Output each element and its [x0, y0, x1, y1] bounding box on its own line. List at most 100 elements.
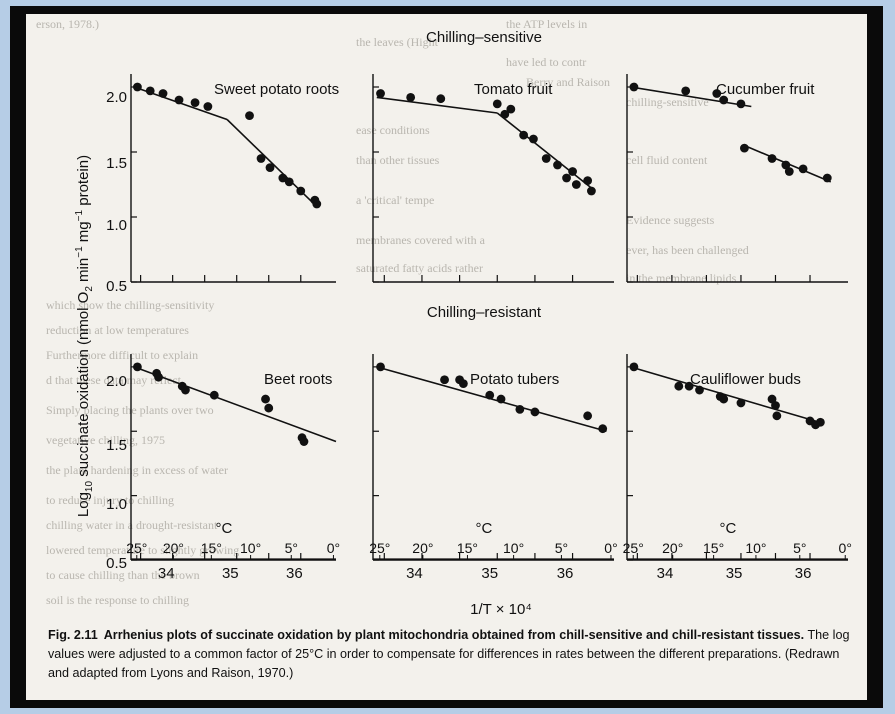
celsius-tick-label: 25°	[623, 540, 644, 556]
background-bleed-text: erson, 1978.) the ATP levels in the leav…	[36, 17, 749, 607]
y-tick-labels: 2.0 1.5 1.0 0.5 2.0 1.5 1.0 0.5	[106, 89, 127, 572]
svg-text:chilling water in a drought-re: chilling water in a drought-resistant	[46, 518, 218, 532]
data-point	[284, 177, 294, 187]
data-point	[629, 82, 639, 92]
celsius-tick-label: 5°	[285, 540, 298, 556]
svg-text:have led to contr: have led to contr	[506, 55, 586, 69]
svg-text:the plant hardening in excess: the plant hardening in excess of water	[46, 463, 228, 477]
data-point	[312, 199, 322, 209]
svg-text:the ATP levels in: the ATP levels in	[506, 17, 587, 31]
y-tick-label-0-5-top: 0.5	[106, 278, 127, 295]
y-tick-label-1-0-top: 1.0	[106, 217, 127, 234]
data-point	[712, 89, 722, 98]
data-point	[822, 173, 832, 183]
svg-text:saturated fatty acids rather: saturated fatty acids rather	[356, 261, 483, 275]
x-axis-label: 1/T × 10⁴	[470, 601, 532, 614]
data-point	[376, 89, 385, 98]
data-point	[261, 394, 270, 404]
data-point	[245, 111, 254, 120]
svg-text:to cause chilling than the bro: to cause chilling than the brown	[46, 568, 200, 582]
svg-text:the leaves (Hight: the leaves (Hight	[356, 35, 439, 49]
celsius-unit-label: °C	[216, 520, 233, 537]
data-point	[190, 98, 200, 107]
svg-text:vegetative chilling, 1975: vegetative chilling, 1975	[46, 433, 165, 447]
svg-text:d that these data may reflect: d that these data may reflect	[46, 373, 182, 387]
data-point	[299, 437, 309, 446]
x-tick-label: 36	[795, 565, 812, 582]
x-tick-label: 35	[726, 565, 743, 582]
data-point	[492, 99, 502, 109]
celsius-tick-label: 10°	[240, 540, 261, 556]
data-point	[278, 173, 288, 183]
y-axis-label-o2: 2	[84, 286, 95, 292]
data-point	[256, 154, 266, 163]
data-point	[529, 134, 538, 144]
data-point	[264, 403, 274, 413]
svg-text:ever, has been challenged: ever, has been challenged	[626, 243, 749, 257]
data-point	[515, 404, 525, 414]
data-point	[133, 362, 142, 372]
panel-title: Cauliflower buds	[690, 371, 801, 388]
data-point	[500, 109, 510, 119]
regression-line	[376, 96, 498, 114]
svg-text:Berry and Raison: Berry and Raison	[526, 75, 610, 89]
svg-text:Evidence suggests: Evidence suggests	[626, 213, 715, 227]
y-tick-label-1-5-top: 1.5	[106, 155, 127, 172]
celsius-tick-label: 10°	[503, 540, 524, 556]
book-page: erson, 1978.) the ATP levels in the leav…	[26, 14, 867, 700]
svg-text:which show the chilling-sensit: which show the chilling-sensitivity	[46, 298, 214, 312]
y-axis-label-end: protein)	[75, 155, 92, 210]
svg-text:chilling-sensitive: chilling-sensitive	[626, 95, 709, 109]
y-axis-label-main: succinate oxidation (nmol O	[75, 292, 92, 481]
figure-frame: erson, 1978.) the ATP levels in the leav…	[10, 6, 883, 708]
data-point	[181, 385, 190, 395]
arrhenius-figure: erson, 1978.) the ATP levels in the leav…	[36, 17, 852, 614]
data-point	[158, 89, 168, 98]
regression-line	[496, 112, 596, 192]
chart-panel-3: Cucumber fruit	[626, 74, 848, 283]
data-point	[440, 375, 449, 385]
svg-text:Furthermore difficult to expla: Furthermore difficult to explain	[46, 348, 198, 362]
chart-panel-2: Tomato fruit	[372, 74, 614, 283]
regression-line	[630, 366, 825, 425]
y-axis-label-exp2: −1	[74, 210, 85, 222]
x-tick-label: 34	[657, 565, 674, 582]
y-axis-label-mg: mg	[75, 221, 92, 246]
data-point	[265, 163, 275, 173]
data-point	[719, 394, 729, 404]
data-point	[506, 104, 516, 114]
svg-text:membranes covered with a: membranes covered with a	[356, 233, 486, 247]
data-point	[519, 130, 529, 140]
svg-text:Simply placing the plants over: Simply placing the plants over two	[46, 403, 214, 417]
celsius-tick-label: 15°	[703, 540, 724, 556]
data-point	[598, 424, 608, 434]
data-point	[174, 95, 184, 105]
panel-title: Beet roots	[264, 371, 332, 388]
figure-caption: Fig. 2.11 Arrhenius plots of succinate ox…	[48, 626, 853, 683]
panel-title: Potato tubers	[470, 371, 559, 388]
celsius-tick-label: 20°	[662, 540, 683, 556]
section-title-chilling-resistant: Chilling–resistant	[427, 304, 542, 321]
data-point	[767, 394, 777, 404]
x-tick-label: 34	[158, 565, 175, 582]
caption-figure-number: Fig. 2.11	[48, 628, 98, 642]
data-point	[684, 381, 694, 391]
chart-panel-6: Cauliflower buds °C 25° 20° 15° 10° 5° 0° 34 35 36	[623, 354, 852, 582]
chart-panels: Sweet potato roots Tomato fruit Cucumber f…	[126, 74, 852, 582]
data-point	[587, 186, 596, 196]
panel-title: Tomato fruit	[474, 81, 553, 98]
y-axis-label: Log10 succinate oxidation (nmol O2 min−1…	[74, 155, 95, 517]
chart-panel-4: Beet roots °C 25° 20° 15° 10° 5° 0° 34 35 36	[126, 354, 340, 582]
x-tick-label: 34	[406, 565, 423, 582]
data-point	[736, 398, 746, 408]
celsius-unit-label: °C	[476, 520, 493, 537]
celsius-tick-label: 25°	[126, 540, 147, 556]
x-tick-label: 36	[286, 565, 303, 582]
data-point	[719, 95, 729, 105]
celsius-tick-label: 0°	[839, 540, 852, 556]
svg-text:erson, 1978.): erson, 1978.)	[36, 17, 99, 31]
celsius-tick-label: 5°	[555, 540, 568, 556]
data-point	[376, 362, 385, 372]
data-point	[485, 390, 495, 400]
data-point	[772, 411, 782, 421]
